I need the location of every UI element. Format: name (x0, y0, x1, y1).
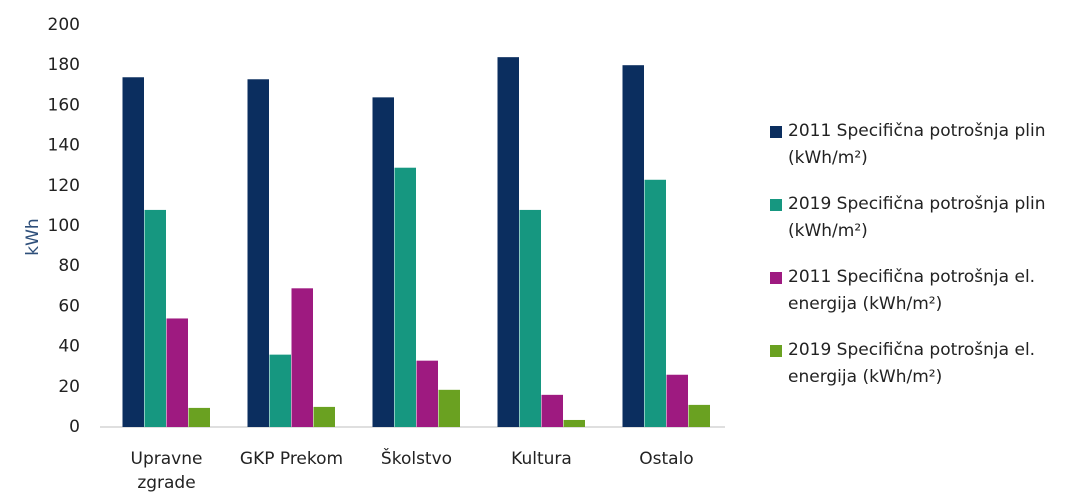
y-tick-label: 140 (48, 136, 80, 156)
y-tick-label: 120 (48, 176, 80, 196)
bar (372, 97, 394, 428)
legend-entry: 2019 Specifična potrošnja el. energija (… (770, 337, 1075, 391)
bar (688, 404, 710, 427)
y-tick-label: 60 (58, 296, 80, 316)
bar (122, 77, 144, 427)
y-tick-label: 40 (58, 337, 80, 357)
bar (291, 288, 313, 427)
x-tick-label: Ostalo (639, 449, 694, 469)
x-tick-label: Školstvo (380, 449, 453, 469)
y-tick-label: 100 (48, 216, 80, 236)
legend-swatch (770, 199, 782, 211)
bar (247, 79, 269, 428)
y-tick-label: 180 (48, 55, 80, 75)
bar (622, 65, 644, 427)
y-tick-label: 0 (69, 417, 80, 437)
legend-swatch (770, 345, 782, 357)
bar (541, 394, 563, 427)
bar (144, 209, 166, 427)
bar (313, 406, 335, 427)
bar (394, 167, 416, 427)
bar (166, 318, 188, 427)
bar (666, 374, 688, 427)
x-tick-label: Kultura (511, 449, 572, 469)
y-axis-label: kWh (23, 218, 43, 255)
y-tick-label: 20 (58, 377, 80, 397)
bar (497, 57, 519, 427)
bar (519, 209, 541, 427)
y-tick-label: 160 (48, 95, 80, 115)
bar (563, 419, 585, 427)
legend-entry: 2011 Specifična potrošnja plin (kWh/m²) (770, 118, 1075, 172)
legend-entry: 2019 Specifična potrošnja plin (kWh/m²) (770, 191, 1075, 245)
bar (416, 360, 438, 427)
legend-entry: 2011 Specifična potrošnja el. energija (… (770, 264, 1075, 318)
bar (269, 354, 291, 427)
legend-swatch (770, 126, 782, 138)
bar (438, 389, 460, 427)
y-tick-label: 200 (48, 15, 80, 35)
y-tick-label: 80 (58, 256, 80, 276)
x-tick-label: Upravne zgrade (130, 449, 203, 493)
x-tick-label: GKP Prekom (239, 449, 344, 469)
bar (644, 179, 666, 427)
bar (188, 407, 210, 427)
legend-swatch (770, 272, 782, 284)
